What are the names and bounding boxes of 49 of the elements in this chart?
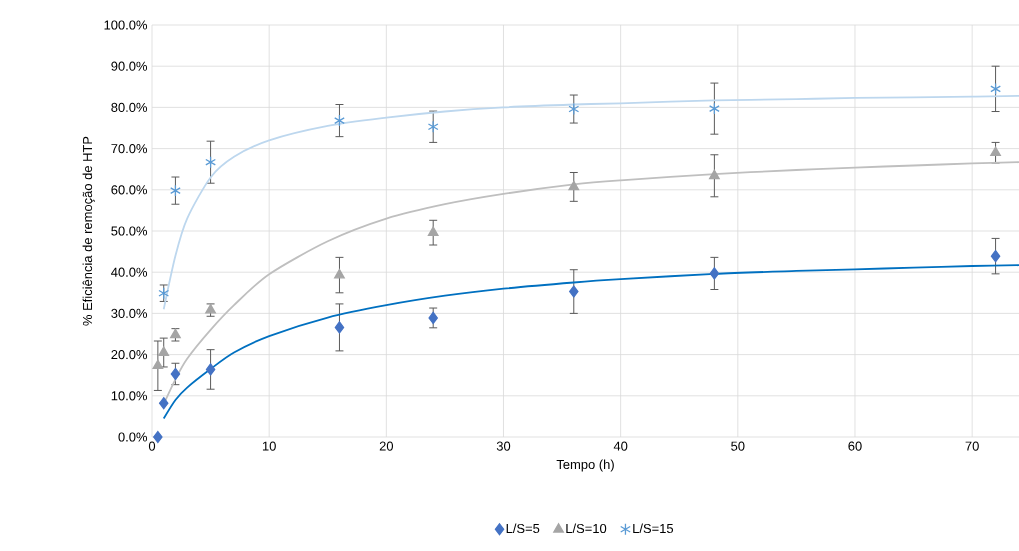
y-tick-label: 90.0% (111, 61, 148, 71)
point (170, 184, 181, 197)
point (334, 114, 345, 127)
point (427, 120, 439, 133)
y-tick-label: 0.0% (118, 432, 148, 442)
point (990, 82, 1001, 95)
x-tick-label: 10 (262, 441, 276, 451)
point (334, 321, 345, 334)
point (709, 267, 720, 280)
y-tick-label: 100.0% (104, 20, 148, 30)
point (708, 169, 720, 180)
x-axis-title: Tempo (h) (556, 459, 614, 472)
x-tick-label: 40 (613, 441, 628, 451)
y-tick-label: 30.0% (111, 308, 148, 318)
y-tick-label: 20.0% (111, 350, 148, 360)
x-tick-label: 50 (731, 441, 745, 451)
point (708, 102, 720, 115)
legend-label: L/S=5 (506, 523, 540, 534)
y-tick-label: 70.0% (111, 144, 148, 154)
point (568, 180, 580, 191)
legend-label: L/S=15 (633, 523, 674, 534)
point (428, 311, 438, 325)
x-tick-label: 30 (496, 441, 511, 451)
point (427, 226, 439, 237)
point (158, 397, 169, 410)
y-tick-label: 60.0% (111, 185, 148, 195)
point (170, 367, 181, 381)
point (990, 250, 1001, 263)
point (569, 285, 579, 298)
line-series (162, 264, 1019, 420)
x-tick-label: 20 (379, 441, 394, 451)
point (158, 346, 170, 356)
line-series (162, 94, 1019, 311)
y-tick-label: 50.0% (111, 226, 148, 236)
y-axis-title: % Eficiência de remoção de HTP (82, 136, 95, 326)
point (152, 359, 164, 370)
y-tick-label: 10.0% (111, 391, 148, 401)
point (568, 102, 580, 116)
x-tick-label: 0 (148, 441, 156, 451)
y-tick-label: 80.0% (111, 102, 148, 112)
point (334, 268, 345, 279)
y-tick-label: 40.0% (111, 267, 148, 277)
legend-label: L/S=10 (566, 523, 607, 534)
point (990, 146, 1001, 157)
x-tick-label: 70 (965, 441, 979, 451)
point (205, 363, 216, 376)
point (153, 430, 163, 444)
x-tick-label: 60 (848, 441, 862, 451)
point (205, 156, 216, 169)
